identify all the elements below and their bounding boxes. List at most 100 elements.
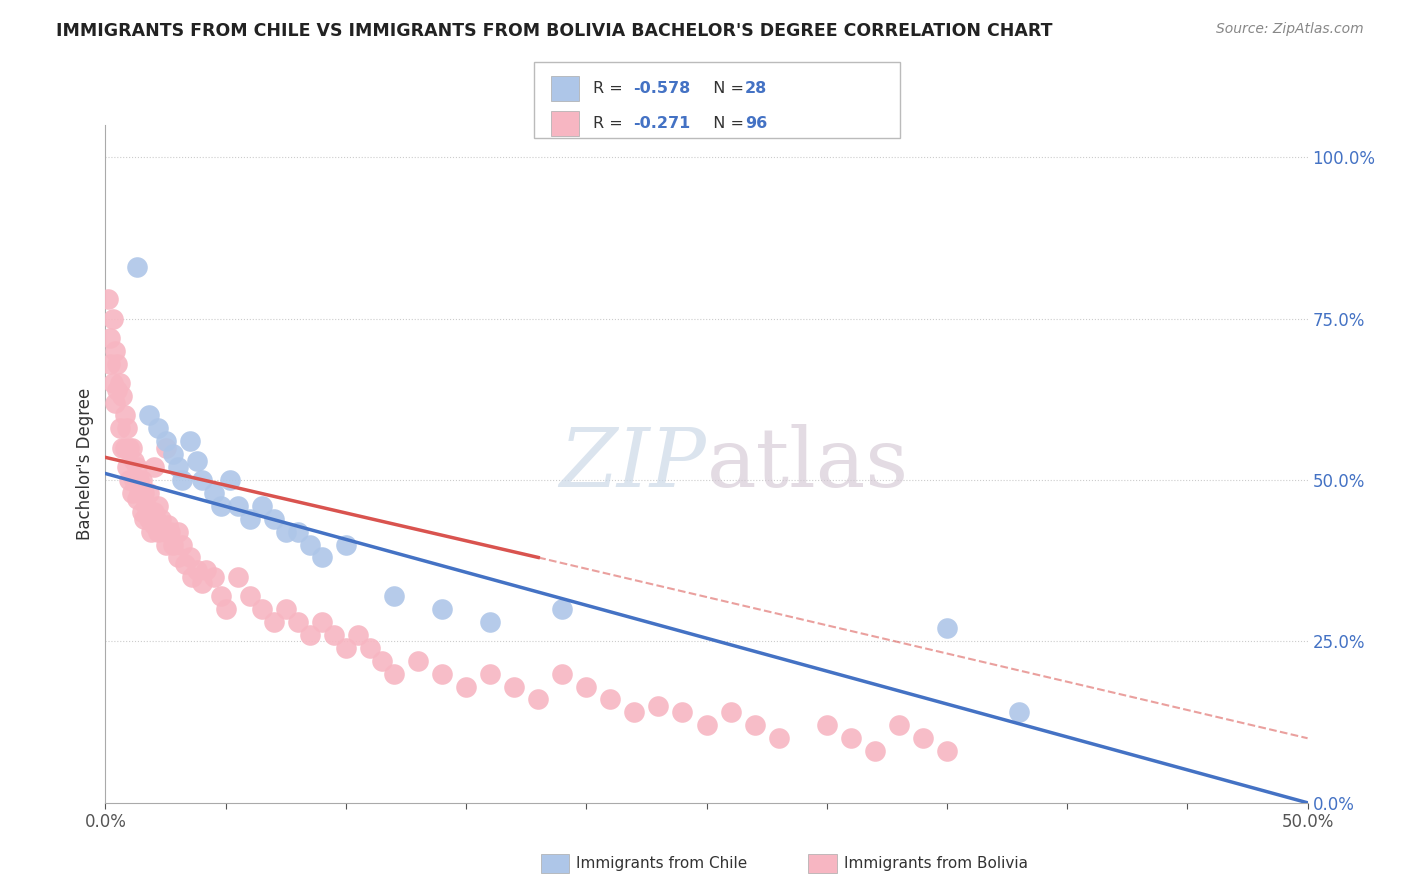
Point [298,628,321,642]
Point [138,409,160,423]
Point [202,486,225,500]
Point [156,518,179,533]
Point [149,512,172,526]
Point [382,589,405,603]
Point [696,718,718,732]
Text: Immigrants from Chile: Immigrants from Chile [576,856,748,871]
Point [335,537,357,551]
Y-axis label: Bachelor's Degree: Bachelor's Degree [76,388,94,540]
Point [115,421,138,435]
Point [209,589,232,603]
Point [179,550,201,565]
Point [287,524,309,539]
Point [190,576,212,591]
Point [263,615,285,629]
Point [172,537,194,551]
Text: N =: N = [703,81,749,96]
Point [263,512,285,526]
Point [118,473,141,487]
Point [155,441,177,455]
Point [145,512,167,526]
Point [132,512,155,526]
Point [104,395,127,409]
Text: atlas: atlas [707,424,908,504]
Point [195,563,218,577]
Point [101,311,124,326]
Point [406,654,429,668]
Point [155,537,177,551]
Point [124,453,146,467]
Point [114,409,136,423]
Point [111,389,134,403]
Point [239,589,262,603]
Point [936,744,959,758]
Point [107,383,129,397]
Point [503,680,526,694]
Point [359,640,381,655]
Point [114,441,136,455]
Point [936,622,959,636]
Point [274,524,297,539]
Point [162,447,184,461]
Point [166,524,188,539]
Point [172,473,194,487]
Point [335,640,357,655]
Point [430,602,453,616]
Point [226,499,249,513]
Point [162,537,184,551]
Point [148,524,170,539]
Point [155,524,177,539]
Point [97,292,120,306]
Point [214,602,236,616]
Point [125,492,148,507]
Point [108,376,131,391]
Point [887,718,910,732]
Point [121,441,143,455]
Point [111,441,134,455]
Point [322,628,344,642]
Point [311,550,333,565]
Text: -0.271: -0.271 [633,116,690,130]
Point [131,505,153,519]
Point [186,563,208,577]
Point [121,486,143,500]
Point [128,486,150,500]
Point [209,499,232,513]
Text: 96: 96 [745,116,768,130]
Point [298,537,321,551]
Text: R =: R = [593,81,628,96]
Point [138,486,160,500]
Point [768,731,790,746]
Point [575,680,598,694]
Point [125,260,148,274]
Point [239,512,262,526]
Point [128,473,150,487]
Point [118,441,141,455]
Point [190,473,212,487]
Point [479,666,502,681]
Point [311,615,333,629]
Point [551,602,574,616]
Point [179,434,201,449]
Point [159,524,181,539]
Point [454,680,477,694]
Point [148,499,170,513]
Point [744,718,766,732]
Text: R =: R = [593,116,628,130]
Point [138,512,160,526]
Point [132,486,155,500]
Point [142,460,165,475]
Point [911,731,934,746]
Point [287,615,309,629]
Point [148,421,170,435]
Point [107,357,129,371]
Point [186,453,208,467]
Point [250,602,273,616]
Point [250,499,273,513]
Point [142,518,165,533]
Point [647,698,669,713]
Text: N =: N = [703,116,749,130]
Point [430,666,453,681]
Text: 28: 28 [745,81,768,96]
Point [371,654,394,668]
